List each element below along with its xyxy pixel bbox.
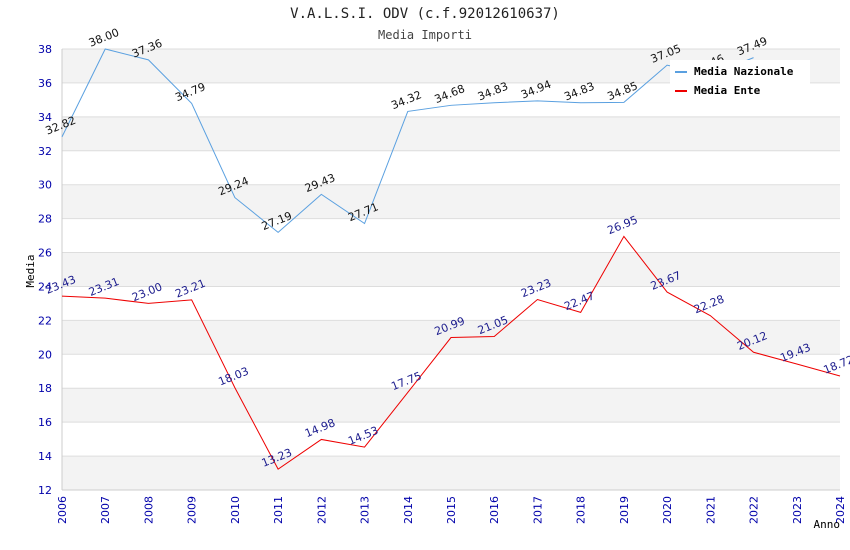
x-tick-label: 2021: [704, 496, 717, 524]
y-tick-label: 38: [38, 43, 52, 56]
y-tick-label: 34: [38, 111, 52, 124]
chart-subtitle: Media Importi: [378, 28, 472, 42]
x-tick-label: 2022: [748, 496, 761, 524]
x-tick-label: 2024: [834, 496, 847, 524]
x-tick-label: 2011: [272, 496, 285, 524]
x-ticks: 2006 2007 2008 2009 2010 2011 2012 2013 2014 2015…: [56, 496, 847, 524]
legend-background: [670, 60, 810, 102]
y-tick-label: 32: [38, 145, 52, 158]
series-line-ente: [61, 235, 841, 470]
x-tick-label: 2015: [445, 496, 458, 524]
y-tick-label: 28: [38, 213, 52, 226]
x-tick-label: 2020: [661, 496, 674, 524]
x-axis-label: Anno: [814, 518, 841, 531]
data-label-ente: 22.28: [692, 292, 726, 316]
series-group: [61, 48, 841, 470]
gridlines: [62, 48, 840, 491]
data-label-ente: 23.43: [44, 273, 78, 297]
x-tick-label: 2007: [99, 496, 112, 524]
band: [62, 116, 840, 151]
y-axis-label: Media: [24, 254, 37, 287]
y-tick-label: 12: [38, 484, 52, 497]
y-ticks: 12 14 16 18 20 22 24 26 28 30 32 34 36 38: [38, 43, 52, 497]
band: [62, 456, 840, 490]
x-tick-label: 2009: [186, 496, 199, 524]
x-tick-label: 2006: [56, 496, 69, 524]
x-tick-label: 2012: [315, 496, 328, 524]
y-tick-label: 36: [38, 77, 52, 90]
y-tick-label: 16: [38, 416, 52, 429]
band: [62, 388, 840, 423]
x-tick-label: 2010: [229, 496, 242, 524]
legend: Media Nazionale Media Ente: [670, 60, 810, 102]
x-tick-label: 2014: [402, 496, 415, 524]
data-label-nazionale: 38.00: [87, 26, 121, 50]
data-label-nazionale: 34.79: [173, 80, 207, 104]
chart-title: V.A.L.S.I. ODV (c.f.92012610637): [290, 6, 560, 22]
y-tick-label: 24: [38, 280, 52, 293]
legend-label-nazionale: Media Nazionale: [694, 65, 794, 78]
band: [62, 252, 840, 287]
y-tick-label: 26: [38, 247, 52, 260]
x-tick-label: 2016: [488, 496, 501, 524]
y-tick-label: 14: [38, 450, 52, 463]
x-tick-label: 2013: [359, 496, 372, 524]
data-label-ente: 14.53: [346, 424, 380, 448]
y-tick-label: 18: [38, 382, 52, 395]
data-label-ente: 18.72: [822, 353, 850, 377]
x-tick-label: 2017: [531, 496, 544, 524]
band: [62, 184, 840, 219]
x-tick-label: 2019: [618, 496, 631, 524]
background-bands: [62, 49, 840, 490]
data-label-ente: 22.47: [562, 289, 596, 313]
legend-label-ente: Media Ente: [694, 84, 761, 97]
y-tick-label: 30: [38, 179, 52, 192]
x-tick-label: 2018: [575, 496, 588, 524]
y-tick-label: 20: [38, 348, 52, 361]
y-tick-label: 22: [38, 314, 52, 327]
data-label-nazionale: 34.32: [389, 88, 423, 112]
series-line-nazionale: [61, 48, 754, 234]
x-tick-label: 2023: [791, 496, 804, 524]
data-label-nazionale: 34.68: [433, 82, 467, 106]
x-tick-label: 2008: [142, 496, 155, 524]
